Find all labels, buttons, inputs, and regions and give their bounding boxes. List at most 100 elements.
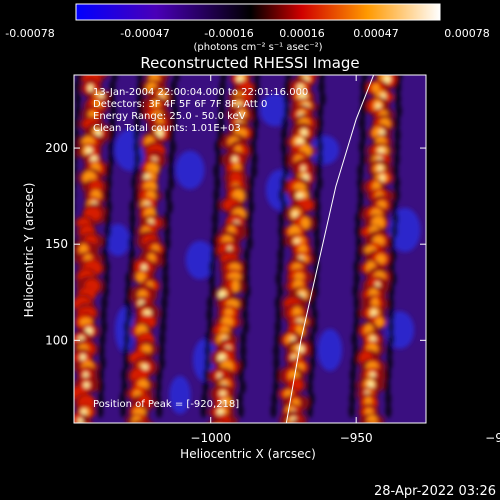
emission-blob	[244, 284, 251, 298]
emission-blob	[380, 75, 386, 77]
emission-blob	[388, 260, 395, 274]
emission-blob	[132, 188, 139, 202]
emission-blob	[387, 296, 394, 310]
emission-blob	[159, 332, 166, 346]
emission-blob	[105, 200, 112, 214]
emission-blob	[357, 188, 364, 202]
emission-blob	[391, 200, 398, 214]
emission-blob	[122, 344, 129, 358]
emission-blob	[247, 188, 254, 202]
emission-blob	[212, 212, 219, 226]
emission-blob	[210, 248, 217, 262]
colorbar-units: (photons cm⁻² s⁻¹ asec⁻²)	[193, 42, 322, 53]
emission-blob	[242, 320, 249, 334]
emission-blob	[349, 392, 356, 406]
emission-blob	[99, 356, 106, 370]
emission-blob	[80, 424, 88, 437]
emission-blob	[384, 380, 391, 394]
emission-blob	[137, 92, 144, 106]
x-tick-label: −900	[485, 431, 500, 445]
emission-blob	[282, 152, 289, 166]
emission-blob	[207, 320, 214, 334]
emission-blob	[275, 296, 281, 310]
emission-blob	[73, 423, 99, 437]
emission-blob	[63, 380, 69, 394]
emission-pattern	[63, 75, 421, 437]
emission-blob	[237, 404, 244, 418]
emission-blob	[125, 272, 132, 286]
emission-blob	[109, 128, 116, 142]
emission-blob	[134, 424, 148, 437]
emission-blob	[317, 328, 343, 372]
emission-blob	[136, 425, 146, 434]
emission-blob	[160, 320, 167, 334]
emission-blob	[243, 260, 250, 274]
emission-blob	[316, 116, 323, 130]
emission-blob	[170, 80, 177, 94]
emission-blob	[318, 80, 325, 94]
emission-blob	[317, 152, 324, 166]
emission-blob	[105, 224, 112, 238]
emission-blob	[120, 404, 127, 418]
emission-blob	[98, 380, 105, 394]
colorbar-tick-1: -0.00078	[5, 27, 54, 40]
emission-blob	[360, 80, 367, 94]
emission-blob	[277, 284, 284, 298]
emission-blob	[214, 140, 221, 154]
info-detectors: Detectors: 3F 4F 5F 6F 7F 8F, Att 0	[93, 99, 267, 110]
emission-blob	[109, 80, 116, 94]
emission-blob	[162, 284, 169, 298]
emission-blob	[314, 212, 321, 226]
emission-blob	[385, 392, 392, 406]
emission-blob	[307, 368, 314, 382]
image-area	[63, 75, 426, 437]
emission-blob	[185, 240, 215, 280]
emission-blob	[217, 408, 224, 416]
emission-blob	[274, 320, 281, 334]
emission-blob	[202, 380, 209, 394]
colorbar-tick-2: -0.00047	[120, 27, 169, 40]
emission-blob	[308, 392, 315, 406]
emission-blob	[171, 104, 178, 118]
emission-blob	[129, 224, 136, 238]
emission-blob	[360, 92, 367, 106]
emission-blob	[388, 332, 395, 346]
emission-blob	[134, 116, 141, 130]
emission-blob	[353, 320, 360, 334]
colorbar	[75, 3, 441, 21]
emission-blob	[218, 92, 225, 106]
emission-blob	[125, 308, 132, 322]
emission-blob	[128, 260, 135, 274]
emission-blob	[166, 200, 173, 214]
emission-blob	[124, 296, 131, 310]
emission-blob	[74, 164, 78, 178]
emission-blob	[371, 309, 377, 317]
emission-blob	[74, 104, 81, 118]
emission-blob	[208, 272, 215, 286]
emission-blob	[350, 380, 357, 394]
emission-blob	[296, 192, 304, 200]
emission-blob	[123, 320, 130, 334]
emission-blob	[251, 164, 257, 178]
emission-blob	[395, 80, 402, 94]
emission-blob	[301, 165, 306, 173]
emission-blob	[232, 279, 240, 293]
emission-blob	[351, 332, 358, 346]
emission-blob	[123, 332, 130, 346]
emission-blob	[237, 368, 244, 382]
emission-blob	[306, 404, 313, 418]
emission-blob	[289, 419, 304, 423]
emission-blob	[101, 248, 108, 262]
emission-blob	[357, 200, 364, 214]
emission-blob	[308, 332, 315, 346]
colorbar-tick-4: 0.00016	[279, 27, 325, 40]
emission-blob	[314, 236, 321, 250]
emission-blob	[74, 227, 75, 235]
emission-blob	[108, 152, 115, 166]
emission-blob	[312, 284, 319, 298]
emission-blob	[240, 332, 247, 346]
emission-blob	[353, 296, 360, 310]
emission-blob	[74, 176, 77, 190]
emission-blob	[273, 344, 280, 358]
emission-blob	[360, 104, 366, 118]
